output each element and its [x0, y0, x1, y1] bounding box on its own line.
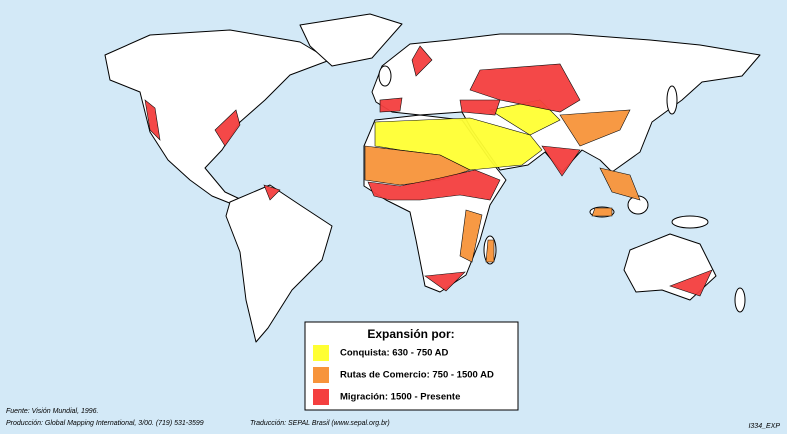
legend: Expansión por: Conquista: 630 - 750 AD Ru… [304, 321, 519, 411]
region-trade [559, 109, 631, 147]
region-trade [599, 167, 641, 201]
region-migration [263, 184, 281, 201]
region-migration [367, 169, 501, 201]
legend-title: Expansión por: [367, 327, 454, 341]
japan [666, 85, 678, 115]
region-migration [379, 97, 403, 113]
greenland [299, 13, 403, 67]
region-migration [411, 45, 433, 77]
new-zealand [734, 287, 746, 313]
north-america [104, 29, 331, 205]
legend-swatch [313, 367, 329, 383]
legend-items: Conquista: 630 - 750 AD Rutas de Comercio… [313, 345, 494, 405]
legend-label: Conquista: 630 - 750 AD [340, 348, 449, 359]
legend-box [304, 321, 519, 411]
region-migration [459, 99, 501, 116]
region-trade [459, 209, 483, 263]
legend-swatch [313, 345, 329, 361]
south-america [225, 184, 333, 343]
region-migration [669, 269, 713, 297]
region-migration [541, 145, 581, 177]
region-migration [144, 99, 161, 141]
region-migration [424, 271, 466, 292]
expansion-regions [144, 45, 713, 297]
region-trade [591, 207, 613, 217]
region-trade [485, 239, 495, 263]
footer-source: Fuente: Visión Mundial, 1996. [6, 408, 99, 415]
britain [378, 65, 392, 87]
footer-translation: Traducción: SEPAL Brasil (www.sepal.org.… [250, 420, 390, 427]
map-code: I334_EXP [748, 423, 780, 430]
region-conquest [374, 117, 543, 171]
new-guinea [671, 215, 709, 229]
region-migration [214, 109, 241, 147]
legend-label: Rutas de Comercio: 750 - 1500 AD [340, 370, 494, 381]
footer-production: Producción: Global Mapping International… [6, 420, 204, 427]
region-migration [469, 63, 581, 113]
legend-label: Migración: 1500 - Presente [340, 392, 460, 403]
legend-swatch [313, 389, 329, 405]
